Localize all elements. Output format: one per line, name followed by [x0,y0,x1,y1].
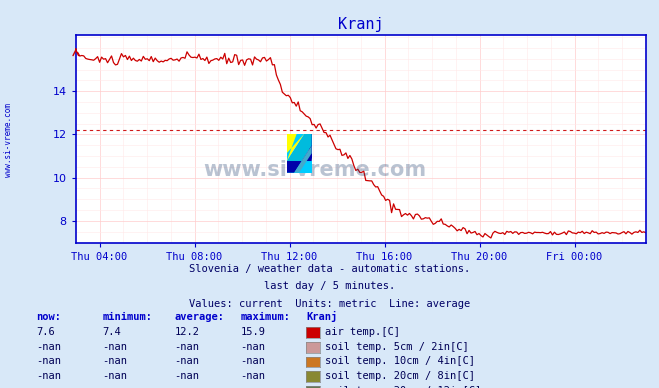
Text: -nan: -nan [175,386,200,388]
Text: soil temp. 5cm / 2in[C]: soil temp. 5cm / 2in[C] [325,341,469,352]
Text: -nan: -nan [241,341,266,352]
Polygon shape [287,161,312,173]
Polygon shape [287,134,312,173]
Text: -nan: -nan [175,341,200,352]
Text: -nan: -nan [241,371,266,381]
Text: Kranj: Kranj [306,311,337,322]
Text: -nan: -nan [36,341,61,352]
Text: -nan: -nan [241,356,266,366]
Text: -nan: -nan [36,356,61,366]
Text: average:: average: [175,312,225,322]
Text: 15.9: 15.9 [241,327,266,337]
Polygon shape [294,146,312,173]
Text: 7.6: 7.6 [36,327,55,337]
Text: -nan: -nan [175,371,200,381]
Text: Slovenia / weather data - automatic stations.: Slovenia / weather data - automatic stat… [189,263,470,274]
Text: www.si-vreme.com: www.si-vreme.com [4,103,13,177]
Text: soil temp. 10cm / 4in[C]: soil temp. 10cm / 4in[C] [325,356,475,366]
Text: -nan: -nan [175,356,200,366]
Text: -nan: -nan [36,371,61,381]
Text: -nan: -nan [102,356,127,366]
Polygon shape [304,134,312,161]
Text: last day / 5 minutes.: last day / 5 minutes. [264,281,395,291]
Text: -nan: -nan [102,341,127,352]
Text: maximum:: maximum: [241,312,291,322]
Polygon shape [287,146,312,173]
Text: air temp.[C]: air temp.[C] [325,327,400,337]
Polygon shape [287,134,304,161]
Text: Values: current  Units: metric  Line: average: Values: current Units: metric Line: aver… [189,298,470,308]
Text: -nan: -nan [102,371,127,381]
Text: 7.4: 7.4 [102,327,121,337]
Text: soil temp. 20cm / 8in[C]: soil temp. 20cm / 8in[C] [325,371,475,381]
Text: -nan: -nan [102,386,127,388]
Text: -nan: -nan [36,386,61,388]
Text: www.si-vreme.com: www.si-vreme.com [204,160,427,180]
Title: Kranj: Kranj [338,17,384,32]
Text: -nan: -nan [241,386,266,388]
Text: 12.2: 12.2 [175,327,200,337]
Text: now:: now: [36,312,61,322]
Text: soil temp. 30cm / 12in[C]: soil temp. 30cm / 12in[C] [325,386,481,388]
Text: minimum:: minimum: [102,312,152,322]
Polygon shape [287,134,304,161]
